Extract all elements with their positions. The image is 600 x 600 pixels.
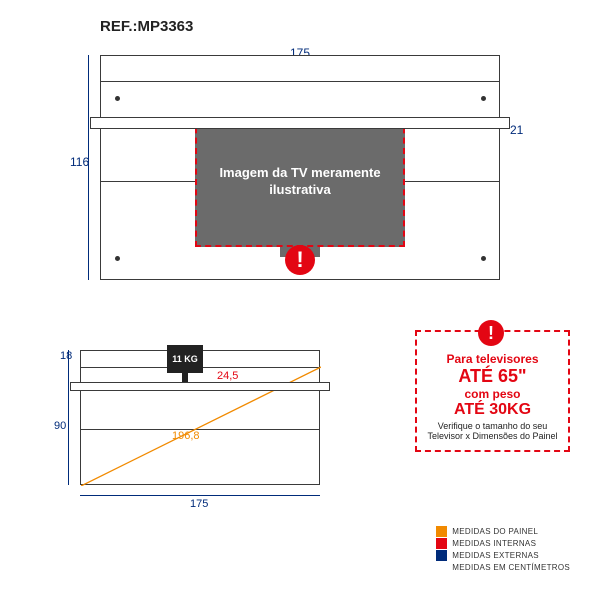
shelf-bottom	[70, 382, 330, 391]
dim-shelf-label: 21	[510, 123, 523, 137]
tv-placeholder-text: Imagem da TV meramente ilustrativa	[201, 165, 399, 199]
info-line1: Para televisores	[423, 352, 562, 366]
legend: MEDIDAS DO PAINEL MEDIDAS INTERNAS MEDID…	[436, 526, 570, 572]
weight-capacity-tag: 11 KG	[167, 345, 203, 373]
legend-row-painel: MEDIDAS DO PAINEL	[436, 526, 570, 537]
dim-height-label: 116	[70, 155, 89, 169]
panel-front-view: 175 116 Imagem da TV meramente ilustrati…	[100, 55, 500, 280]
legend-label-3: MEDIDAS EXTERNAS	[452, 551, 539, 560]
legend-label-2: MEDIDAS INTERNAS	[452, 539, 536, 548]
weight-capacity-text: 11 KG	[172, 355, 198, 364]
mount-hole	[481, 256, 486, 261]
tv-placeholder: Imagem da TV meramente ilustrativa	[195, 117, 405, 247]
panel-dimensions-view: 18 90 11 KG 24,5 196,8 175	[62, 330, 342, 510]
shelf-front	[90, 117, 510, 129]
legend-row-internas: MEDIDAS INTERNAS	[436, 538, 570, 549]
dim-line-height-b	[68, 350, 69, 485]
info-weight-limit: ATÉ 30KG	[423, 401, 562, 419]
legend-swatch-blue	[436, 550, 447, 561]
legend-swatch-red	[436, 538, 447, 549]
info-note: Verifique o tamanho do seu Televisor x D…	[423, 421, 562, 442]
dim-height-b-label: 90	[54, 420, 66, 432]
reference-code: REF.:MP3363	[100, 18, 193, 35]
info-size-limit: ATÉ 65"	[423, 366, 562, 387]
legend-label-1: MEDIDAS DO PAINEL	[452, 527, 538, 536]
tv-spec-infobox: Para televisores ATÉ 65" com peso ATÉ 30…	[415, 330, 570, 452]
dim-diagonal-label: 196,8	[172, 430, 200, 442]
dim-line-width-b	[80, 495, 320, 496]
dim-width-b-label: 175	[190, 498, 208, 510]
legend-row-externas: MEDIDAS EXTERNAS	[436, 550, 570, 561]
mount-hole	[115, 256, 120, 261]
dim-thickness-label: 18	[60, 350, 72, 362]
legend-footer: MEDIDAS EM CENTÍMETROS	[452, 563, 570, 572]
alert-icon: !	[285, 245, 315, 275]
info-line3: com peso	[423, 387, 562, 401]
dim-shelf-depth: 24,5	[217, 370, 238, 382]
mount-hole	[481, 96, 486, 101]
mount-hole	[115, 96, 120, 101]
diagram-page: REF.:MP3363 175 116 Imagem da TV meramen…	[0, 0, 600, 600]
infobox-alert-icon: !	[478, 320, 504, 346]
legend-swatch-orange	[436, 526, 447, 537]
board-seam-1	[101, 81, 499, 82]
